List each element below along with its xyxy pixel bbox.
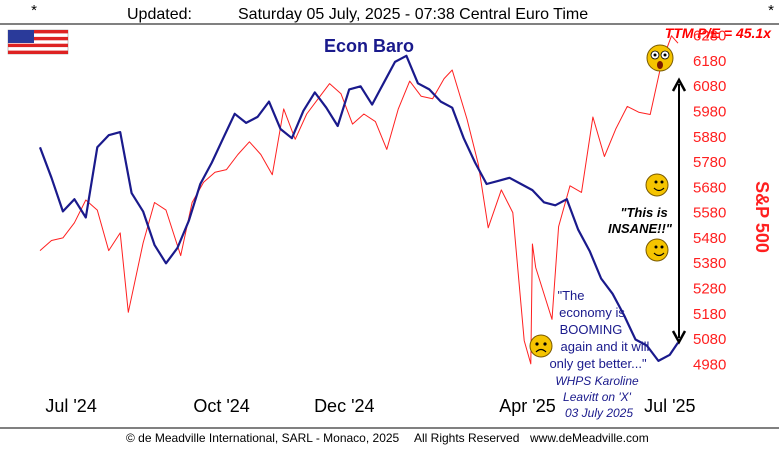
footer-copyright: © de Meadville International, SARL - Mon… (126, 431, 400, 445)
attribution-line-3: 03 July 2025 (565, 406, 633, 420)
right-tick-label: 5880 (693, 129, 726, 146)
smiling-face-icon (645, 173, 669, 197)
x-tick-label: Jul '24 (45, 396, 96, 416)
insane-line-2: INSANE!!" (608, 221, 673, 236)
right-axis-ticks: 4980 5080 5180 5280 5380 5480 5580 5680 5780 5880… (693, 28, 726, 374)
x-axis-ticks: Jul '24 Oct '24 Dec '24 Apr '25 Jul '25 (45, 396, 695, 416)
right-tick-label: 5980 (693, 104, 726, 121)
ttm-pe-label: TTM P/E = 45.1x (665, 25, 772, 41)
right-tick-label: 6280 (693, 28, 726, 45)
sp500-line (39, 35, 679, 365)
right-tick-label: 5180 (693, 306, 726, 323)
screaming-face-icon (646, 44, 674, 72)
quote-line-4: again and it will (561, 339, 650, 354)
worried-face-icon (529, 334, 553, 358)
right-tick-label: 6180 (693, 53, 726, 70)
smiling-face-icon (645, 238, 669, 262)
header-corner-right: * (768, 2, 774, 19)
updated-value: Saturday 05 July, 2025 - 07:38 Central E… (238, 6, 588, 23)
insane-line-1: "This is (620, 205, 667, 220)
us-flag-icon (7, 29, 69, 55)
quote-line-1: "The (557, 288, 584, 303)
quote-line-3: BOOMING (560, 322, 623, 337)
footer-rights: All Rights Reserved (414, 431, 519, 445)
right-tick-label: 5580 (693, 205, 726, 222)
updated-label: Updated: (127, 6, 192, 23)
right-tick-label: 5080 (693, 331, 726, 348)
attribution-line-2: Leavitt on 'X' (563, 390, 632, 404)
econ-baro-line (38, 54, 679, 362)
x-tick-label: Apr '25 (499, 396, 555, 416)
chart-title: Econ Baro (324, 36, 414, 56)
x-tick-label: Oct '24 (193, 396, 249, 416)
header-corner-left: * (31, 2, 37, 19)
x-tick-label: Dec '24 (314, 396, 374, 416)
right-tick-label: 5780 (693, 154, 726, 171)
right-tick-label: 6080 (693, 78, 726, 95)
quote-line-2: economy is (559, 305, 625, 320)
range-arrow (671, 77, 687, 345)
right-tick-label: 4980 (693, 356, 726, 373)
right-tick-label: 5380 (693, 255, 726, 272)
quote-line-5: only get better..." (549, 356, 647, 371)
right-tick-label: 5680 (693, 179, 726, 196)
x-tick-label: Jul '25 (644, 396, 695, 416)
right-axis-label: S&P 500 (752, 181, 772, 253)
attribution-line-1: WHPS Karoline (555, 374, 639, 388)
right-tick-label: 5480 (693, 230, 726, 247)
right-tick-label: 5280 (693, 281, 726, 298)
footer-website[interactable]: www.deMeadville.com (529, 431, 649, 445)
